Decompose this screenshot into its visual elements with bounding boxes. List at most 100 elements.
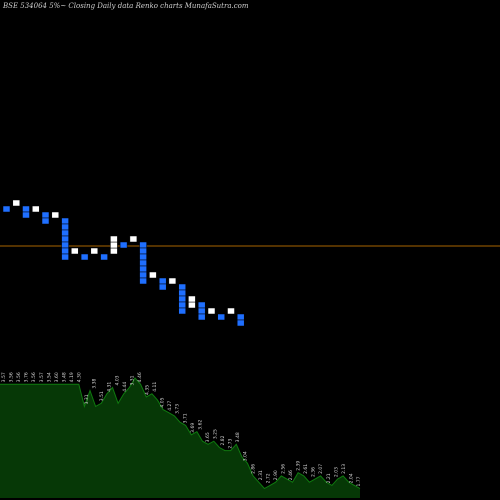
renko-brick-down bbox=[197, 301, 206, 309]
volume-label: 3.56 bbox=[9, 372, 15, 382]
renko-brick-down bbox=[178, 307, 186, 315]
volume-label: 2.21 bbox=[326, 473, 332, 483]
renko-brick-down bbox=[139, 271, 147, 279]
renko-brick-down bbox=[139, 277, 147, 285]
volume-label: 3.57 bbox=[1, 372, 7, 382]
renko-brick-down bbox=[178, 295, 186, 303]
renko-brick-down bbox=[22, 205, 30, 213]
volume-label: 3.76 bbox=[24, 372, 30, 382]
renko-brick-up bbox=[168, 277, 177, 285]
renko-brick-down bbox=[178, 301, 186, 309]
renko-brick-down bbox=[158, 277, 167, 285]
volume-label: 4.05 bbox=[160, 397, 166, 407]
volume-label: 3.48 bbox=[235, 432, 241, 442]
renko-brick-up bbox=[188, 295, 196, 303]
volume-label: 4.27 bbox=[167, 401, 173, 411]
renko-brick-down bbox=[197, 313, 206, 321]
renko-brick-up bbox=[110, 241, 118, 249]
volume-label: 3.31 bbox=[84, 394, 90, 404]
volume-label: 2.03 bbox=[333, 467, 339, 477]
renko-brick-down bbox=[139, 247, 147, 255]
volume-label: 4.31 bbox=[107, 382, 113, 392]
volume-label: 4.35 bbox=[145, 385, 151, 395]
volume-label: 2.90 bbox=[273, 470, 279, 480]
volume-label: 4.44 bbox=[122, 382, 128, 392]
renko-brick-down bbox=[2, 205, 11, 213]
renko-brick-down bbox=[41, 211, 50, 219]
volume-label: 2.04 bbox=[348, 473, 354, 483]
volume-label: 3.56 bbox=[31, 372, 37, 382]
volume-label: 2.39 bbox=[296, 461, 302, 471]
volume-edge bbox=[0, 377, 361, 490]
volume-label: 3.57 bbox=[39, 372, 45, 382]
volume-label: 4.30 bbox=[77, 372, 83, 382]
renko-brick-up bbox=[12, 199, 21, 207]
renko-brick-down bbox=[217, 313, 225, 321]
volume-label: 2.46 bbox=[288, 470, 294, 480]
renko-brick-up bbox=[227, 307, 235, 315]
renko-brick-down bbox=[236, 313, 245, 321]
renko-brick-down bbox=[80, 253, 89, 261]
volume-label: 4.46 bbox=[137, 372, 143, 382]
volume-label: 2.07 bbox=[318, 464, 324, 474]
volume-label: 3.38 bbox=[92, 378, 98, 388]
volume-label: 3.69 bbox=[190, 423, 196, 433]
volume-label: 2.72 bbox=[265, 473, 271, 483]
volume-label: 4.11 bbox=[152, 382, 158, 392]
renko-brick-down bbox=[139, 253, 147, 261]
renko-brick-down bbox=[41, 217, 50, 225]
renko-brick-down bbox=[22, 211, 30, 219]
renko-brick-up bbox=[71, 247, 79, 255]
renko-brick-down bbox=[61, 229, 69, 237]
renko-brick-up bbox=[149, 271, 157, 279]
renko-brick-down bbox=[119, 241, 128, 249]
volume-label: 2.73 bbox=[228, 438, 234, 448]
volume-label: 2.36 bbox=[311, 467, 317, 477]
renko-brick-up bbox=[207, 307, 216, 315]
renko-brick-up bbox=[32, 205, 40, 213]
volume-label: 3.65 bbox=[205, 432, 211, 442]
renko-brick-down bbox=[139, 265, 147, 273]
renko-brick-down bbox=[61, 253, 69, 261]
volume-label: 2.56 bbox=[280, 464, 286, 474]
volume-label: 4.03 bbox=[114, 375, 120, 385]
volume-label: 2.13 bbox=[341, 464, 347, 474]
volume-label: 3.25 bbox=[212, 429, 218, 439]
volume-label: 1.77 bbox=[356, 476, 362, 486]
volume-label: 4.19 bbox=[69, 372, 75, 382]
renko-brick-up bbox=[110, 247, 118, 255]
renko-brick-down bbox=[158, 283, 167, 291]
renko-brick-down bbox=[178, 283, 186, 291]
renko-brick-up bbox=[188, 301, 196, 309]
renko-brick-down bbox=[61, 247, 69, 255]
volume-label: 3.48 bbox=[61, 372, 67, 382]
renko-brick-up bbox=[129, 235, 138, 243]
volume-label: 3.73 bbox=[175, 404, 181, 414]
volume-label: 3.04 bbox=[243, 451, 249, 461]
renko-brick-down bbox=[61, 217, 69, 225]
renko-brick-down bbox=[139, 241, 147, 249]
volume-label: 3.51 bbox=[99, 391, 105, 401]
volume-label: 3.54 bbox=[46, 372, 52, 382]
volume-area bbox=[0, 378, 360, 498]
volume-label: 2.86 bbox=[250, 464, 256, 474]
renko-brick-down bbox=[139, 259, 147, 267]
volume-label: 2.82 bbox=[220, 435, 226, 445]
renko-brick-up bbox=[90, 247, 99, 255]
renko-brick-down bbox=[236, 319, 245, 327]
volume-label: 3.60 bbox=[54, 372, 60, 382]
volume-label: 3.56 bbox=[16, 372, 22, 382]
renko-brick-down bbox=[61, 223, 69, 231]
renko-brick-down bbox=[61, 235, 69, 243]
volume-label: 3.31 bbox=[129, 375, 135, 385]
renko-brick-up bbox=[110, 235, 118, 243]
volume-label: 3.71 bbox=[182, 413, 188, 423]
volume-label: 2.61 bbox=[303, 464, 309, 474]
volume-label: 3.62 bbox=[197, 420, 203, 430]
renko-brick-down bbox=[197, 307, 206, 315]
renko-brick-down bbox=[178, 289, 186, 297]
renko-brick-up bbox=[51, 211, 60, 219]
renko-brick-down bbox=[100, 253, 108, 261]
